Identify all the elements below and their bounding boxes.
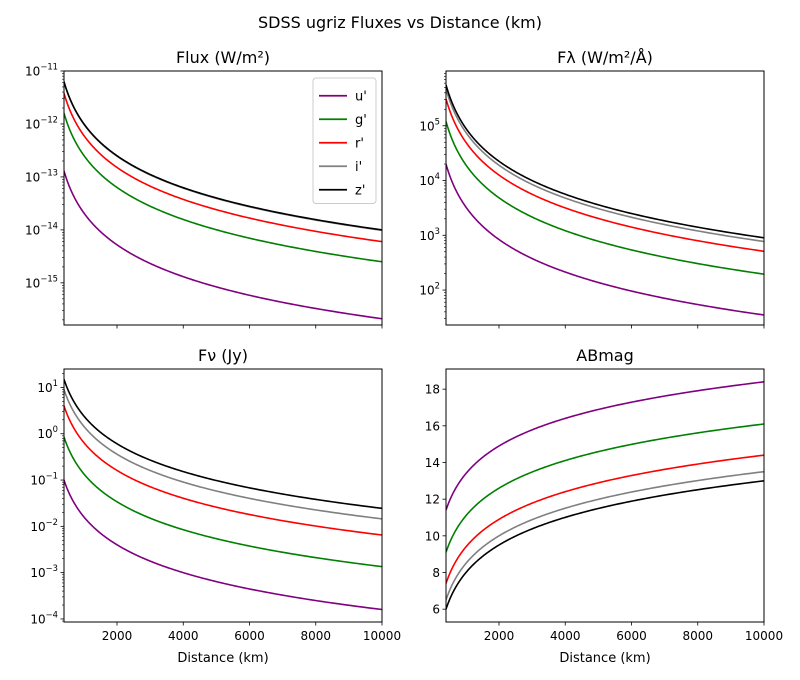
x-tick-label: 4000 — [550, 629, 581, 643]
series-line-3 — [64, 389, 382, 520]
legend-label: i' — [355, 160, 362, 175]
y-tick-label: 6 — [432, 603, 440, 617]
series-line-2 — [64, 405, 382, 536]
series-line-1 — [64, 436, 382, 568]
x-tick-label: 6000 — [234, 629, 265, 643]
legend-label: g' — [355, 113, 367, 128]
x-tick-label: 6000 — [616, 629, 647, 643]
legend: u' g' r' i' z' — [312, 77, 377, 204]
series-line-0 — [64, 170, 382, 320]
series-line-4 — [446, 84, 764, 239]
series-line-1 — [446, 121, 764, 275]
y-tick-label: 10−13 — [25, 167, 58, 184]
legend-label: z' — [355, 183, 365, 198]
y-tick-label: 10−12 — [25, 114, 58, 131]
y-tick-label: 104 — [419, 171, 440, 188]
series-line-2 — [64, 93, 382, 243]
figure-suptitle: SDSS ugriz Fluxes vs Distance (km) — [258, 13, 542, 32]
y-tick-label: 10−4 — [30, 609, 58, 626]
y-tick-label: 103 — [419, 226, 440, 243]
x-tick-label: 10000 — [745, 629, 783, 643]
series-line-4 — [64, 379, 382, 510]
y-tick-label: 10−14 — [25, 220, 58, 237]
y-tick-label: 10−15 — [25, 273, 58, 290]
axes-frame — [63, 368, 383, 623]
axes-frame — [63, 70, 383, 326]
y-tick-label: 14 — [425, 456, 440, 470]
series-line-0 — [446, 163, 764, 316]
legend-box — [312, 77, 377, 204]
series-line-2 — [446, 98, 764, 253]
x-tick-label: 8000 — [300, 629, 331, 643]
y-tick-label: 16 — [425, 419, 440, 433]
y-tick-label: 10−3 — [30, 563, 58, 580]
x-tick-label: 8000 — [682, 629, 713, 643]
axes-frame — [445, 70, 765, 326]
subplot-abmag: ABmag 6 8 10 12 14 16 18 2000 4000 6000 8000 10000 Di… — [425, 346, 783, 666]
series-line-3 — [446, 88, 764, 243]
x-tick-label: 2000 — [102, 629, 133, 643]
y-tick-label: 102 — [419, 281, 440, 298]
y-tick-label: 18 — [425, 383, 440, 397]
series-line-3 — [446, 470, 764, 601]
axes-frame — [445, 368, 765, 623]
x-tick-label: 2000 — [484, 629, 515, 643]
subplot-flambda: Fλ (W/m²/Å) 102 103 104 105 — [419, 48, 765, 329]
y-tick-label: 10−1 — [30, 471, 58, 488]
y-tick-label: 10−11 — [25, 62, 58, 79]
series-line-0 — [446, 381, 764, 511]
y-tick-label: 105 — [419, 116, 440, 133]
series-line-2 — [446, 454, 764, 584]
y-tick-label: 101 — [37, 378, 58, 395]
subplot-title: Flux (W/m²) — [176, 48, 270, 67]
series-line-0 — [64, 479, 382, 611]
x-axis-label: Distance (km) — [559, 651, 650, 666]
y-tick-label: 12 — [425, 493, 440, 507]
subplot-title: Fλ (W/m²/Å) — [557, 48, 653, 67]
y-tick-label: 10 — [425, 529, 440, 543]
subplot-fnu: Fν (Jy) 10−4 10−3 10−2 10−1 100 101 2000 4000 600… — [30, 346, 401, 666]
subplot-flux: Flux (W/m²) 10−15 10−14 10−13 10−12 10−11 u' g'… — [25, 48, 383, 329]
legend-label: r' — [355, 136, 364, 151]
series-line-4 — [64, 81, 382, 231]
x-axis-label: Distance (km) — [177, 651, 268, 666]
legend-label: u' — [355, 89, 367, 104]
subplot-title: Fν (Jy) — [198, 346, 248, 365]
x-tick-label: 4000 — [168, 629, 199, 643]
subplot-title: ABmag — [576, 346, 633, 365]
x-tick-label: 10000 — [363, 629, 401, 643]
series-line-1 — [64, 112, 382, 263]
y-tick-label: 10−2 — [30, 517, 58, 534]
series-line-1 — [446, 423, 764, 553]
y-tick-label: 100 — [37, 424, 58, 441]
y-tick-label: 8 — [432, 566, 440, 580]
series-line-4 — [446, 480, 764, 610]
